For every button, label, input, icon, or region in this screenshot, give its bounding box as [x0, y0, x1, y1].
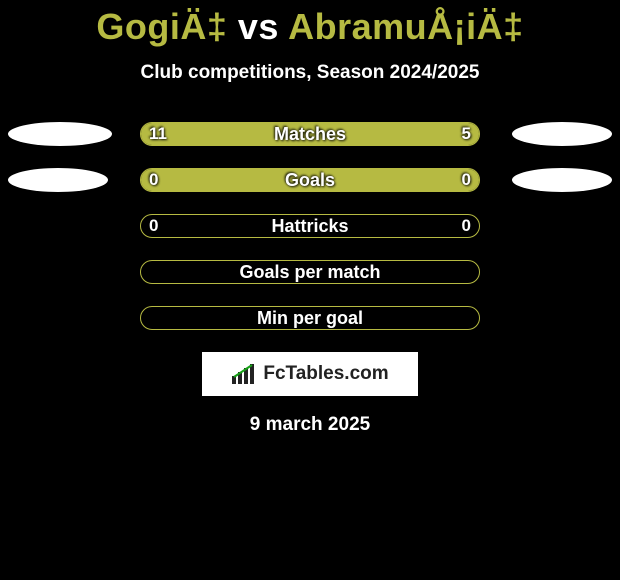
- comparison-card: GogiÄ‡ vs AbramuÅ¡iÄ‡ Club competitions,…: [0, 6, 620, 436]
- fctables-logo[interactable]: FcTables.com: [202, 352, 418, 396]
- stat-value-left: 11: [149, 123, 179, 145]
- stat-row: 115Matches: [0, 122, 620, 146]
- stat-bar: Min per goal: [140, 306, 480, 330]
- stat-label: Hattricks: [141, 215, 479, 237]
- stat-value-right: 5: [441, 123, 471, 145]
- bars-icon: [231, 364, 257, 384]
- date: 9 march 2025: [0, 414, 620, 436]
- stat-bar: 00Goals: [140, 168, 480, 192]
- stat-rows: 115Matches00Goals00HattricksGoals per ma…: [0, 122, 620, 330]
- stat-value-right: 0: [441, 169, 471, 191]
- stat-ellipse-right: [512, 168, 612, 192]
- title: GogiÄ‡ vs AbramuÅ¡iÄ‡: [0, 6, 620, 48]
- title-vs: vs: [238, 6, 279, 47]
- stat-bar: Goals per match: [140, 260, 480, 284]
- stat-row: Min per goal: [0, 306, 620, 330]
- stat-row: Goals per match: [0, 260, 620, 284]
- logo-text: FcTables.com: [263, 363, 388, 385]
- stat-value-left: 0: [149, 169, 179, 191]
- stat-label: Goals per match: [141, 261, 479, 283]
- subtitle: Club competitions, Season 2024/2025: [0, 62, 620, 84]
- title-player1: GogiÄ‡: [96, 6, 227, 47]
- stat-value-right: 0: [441, 215, 471, 237]
- title-player2: AbramuÅ¡iÄ‡: [288, 6, 524, 47]
- stat-ellipse-left: [8, 168, 108, 192]
- stat-bar: 115Matches: [140, 122, 480, 146]
- stat-bar: 0 0Hattricks: [140, 214, 480, 238]
- stat-row: 00Goals: [0, 168, 620, 192]
- stat-value-left: 0: [149, 215, 179, 237]
- stat-ellipse-left: [8, 122, 112, 146]
- stat-label: Min per goal: [141, 307, 479, 329]
- stat-ellipse-right: [512, 122, 612, 146]
- stat-row: 0 0Hattricks: [0, 214, 620, 238]
